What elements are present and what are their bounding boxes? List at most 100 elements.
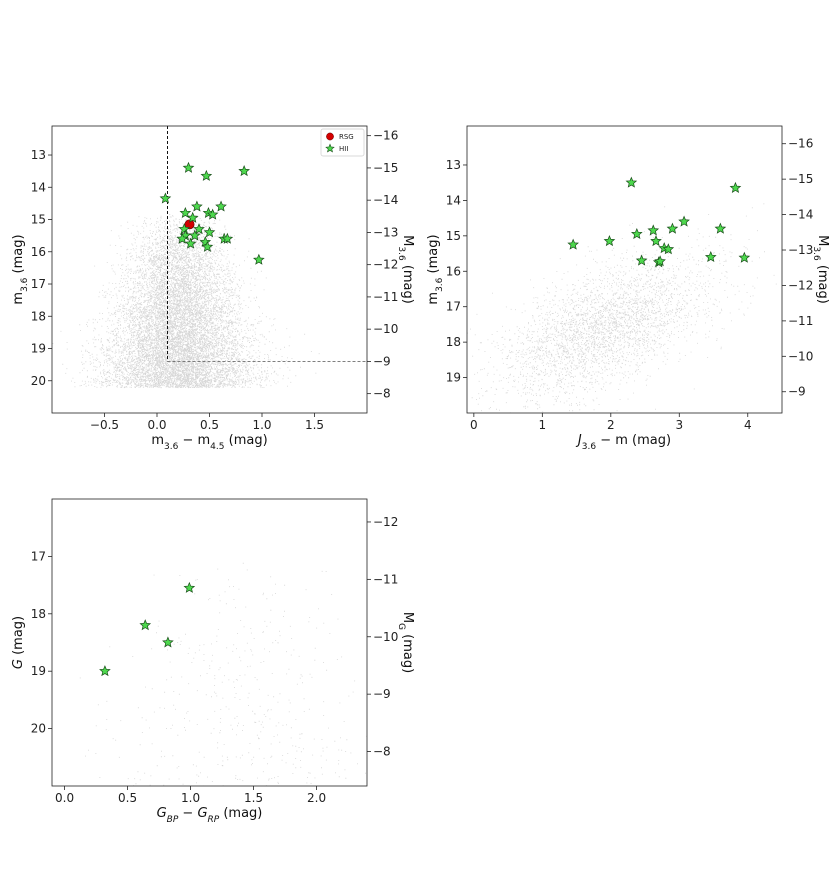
x-tick-label: 3: [675, 418, 683, 432]
right-y-tick-label: −13: [788, 243, 813, 257]
hii-point: [162, 636, 174, 648]
plot-area: [79, 562, 367, 786]
hii-point: [178, 223, 191, 235]
hii-point: [567, 238, 579, 250]
right-y-axis-label: M3.6 (mag): [396, 235, 415, 304]
x-tick-label: 0.5: [200, 418, 219, 432]
hii-point: [99, 665, 111, 677]
hii-point: [201, 240, 214, 252]
rsg-point: [184, 219, 195, 230]
right-y-tick-label: −10: [373, 630, 398, 644]
hii-point: [253, 253, 265, 265]
y-tick-label: 16: [31, 245, 46, 259]
y-tick-label: 17: [31, 549, 46, 563]
x-tick-label: 0.0: [147, 418, 166, 432]
x-tick-label: 4: [744, 418, 752, 432]
right-y-axis-label: M3.6 (mag): [811, 235, 830, 304]
legend-label: HII: [339, 145, 348, 153]
x-tick-label: 0.0: [55, 791, 74, 805]
y-tick-label: 14: [31, 180, 46, 194]
y-tick-label: 17: [446, 300, 461, 314]
x-tick-label: 2.0: [307, 791, 326, 805]
y-tick-label: 20: [31, 374, 46, 388]
background-sources: [52, 214, 320, 389]
panel-b: 0 1 2 3 4 13 14 15 16 17 18 19 −16 −15 −14 −13 −12 −11 −10…: [426, 125, 830, 452]
right-y-tick-label: −12: [373, 515, 398, 529]
right-y-tick-label: −10: [788, 349, 813, 363]
hii-point: [184, 237, 197, 249]
x-tick-label: 1.5: [244, 791, 263, 805]
x-axis-label: J3.6 − m (mag): [575, 433, 671, 452]
x-tick-label: 1.0: [252, 418, 271, 432]
hii-point: [215, 200, 227, 212]
hii-point: [729, 181, 742, 193]
hii-point: [191, 200, 203, 212]
plot-area: [467, 176, 777, 413]
background-sources: [79, 562, 367, 786]
x-tick-label: 0: [470, 418, 478, 432]
plot-frame: [51, 498, 368, 787]
x-tick-label: 1.5: [305, 418, 324, 432]
right-y-tick-label: −12: [788, 278, 813, 292]
hii-point: [238, 165, 250, 177]
background-sources: [467, 203, 777, 413]
hii-point: [635, 254, 648, 266]
x-tick-label: −0.5: [90, 418, 119, 432]
right-y-tick-label: −13: [373, 225, 398, 239]
y-tick-label: 16: [446, 264, 461, 278]
hii-point: [200, 169, 213, 181]
right-y-tick-label: −11: [373, 572, 398, 586]
y-tick-label: 18: [31, 309, 46, 323]
hii-point: [704, 250, 717, 263]
y-tick-label: 18: [446, 335, 461, 349]
hii-point: [631, 227, 643, 240]
y-tick-label: 19: [31, 342, 46, 356]
legend-hii-marker: [325, 143, 335, 153]
x-tick-label: 0.5: [118, 791, 137, 805]
right-y-tick-label: −16: [788, 137, 813, 151]
hii-point: [182, 161, 195, 173]
hii-point: [193, 223, 205, 235]
x-tick-label: 2: [607, 418, 615, 432]
right-y-tick-label: −9: [373, 354, 391, 368]
y-tick-label: 20: [31, 722, 46, 736]
right-y-tick-label: −12: [373, 258, 398, 272]
hii-point: [186, 211, 199, 223]
y-tick-label: 19: [446, 371, 461, 385]
y-tick-label: 18: [31, 607, 46, 621]
x-tick-label: 1: [539, 418, 547, 432]
hii-point: [650, 235, 662, 247]
right-y-tick-label: −10: [373, 322, 398, 336]
hii-point: [221, 232, 234, 244]
right-y-tick-label: −14: [373, 193, 398, 207]
y-tick-label: 15: [31, 213, 46, 227]
hii-point: [159, 192, 172, 204]
hii-point: [139, 619, 152, 631]
hii-point: [179, 206, 192, 219]
y-tick-label: 19: [31, 664, 46, 678]
right-y-tick-label: −11: [788, 314, 813, 328]
legend-label: RSG: [339, 133, 354, 141]
y-tick-label: 14: [446, 193, 461, 207]
panel-c: 0.0 0.5 1.0 1.5 2.0 17 18 19 20 −12 −11 −10 −9 −8 GBP …: [11, 498, 415, 825]
right-y-tick-label: −15: [788, 172, 813, 186]
right-y-tick-label: −9: [373, 687, 391, 701]
hii-point: [183, 581, 196, 593]
plot-frame: [466, 125, 783, 414]
right-y-tick-label: −15: [373, 161, 398, 175]
legend: RSG HII: [320, 128, 365, 157]
x-tick-label: 1.0: [181, 791, 200, 805]
right-y-axis-label: MG (mag): [396, 612, 415, 673]
hii-point: [666, 222, 679, 234]
hii-point: [662, 243, 675, 255]
right-y-tick-label: −14: [788, 208, 813, 222]
hii-point: [625, 176, 638, 188]
panel-a: −0.5 0.0 0.5 1.0 1.5 13 14 15 16 17 18 19 20 −16 −15 −1…: [11, 125, 415, 452]
hii-point: [206, 208, 219, 220]
hii-point: [678, 215, 690, 227]
right-y-tick-label: −9: [788, 385, 806, 399]
hii-point: [714, 222, 727, 234]
y-axis-label: G (mag): [11, 616, 26, 669]
hii-point: [738, 251, 751, 263]
